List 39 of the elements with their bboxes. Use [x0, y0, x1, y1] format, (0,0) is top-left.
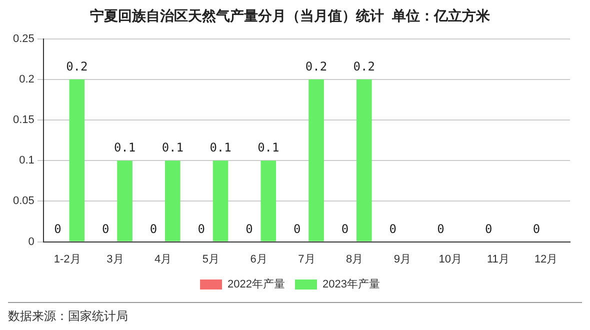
data-label: 0.2 — [353, 60, 375, 74]
x-tick-label: 7月 — [298, 253, 316, 266]
data-label: 0 — [485, 222, 492, 236]
x-tick-label: 1-2月 — [54, 253, 81, 266]
data-label: 0 — [102, 222, 110, 236]
data-label: 0 — [54, 222, 62, 236]
y-tick-label: 0.1 — [19, 154, 34, 167]
y-tick-label: 0.15 — [12, 114, 34, 126]
data-label: 0 — [246, 222, 253, 236]
data-label: 0 — [389, 222, 396, 236]
legend-label: 2023年产量 — [322, 278, 380, 291]
data-label: 0.1 — [162, 140, 184, 155]
data-label: 0 — [150, 222, 158, 236]
chart-title: 宁夏回族自治区天然气产量分月（当月值）统计 单位：亿立方米 — [90, 7, 491, 24]
data-label: 0.1 — [210, 140, 232, 155]
x-tick-label: 3月 — [106, 253, 124, 266]
x-tick-label: 5月 — [202, 253, 220, 266]
data-label: 0.2 — [66, 60, 88, 74]
legend-label: 2022年产量 — [228, 278, 286, 291]
data-label: 0.2 — [305, 60, 328, 74]
x-tick-label: 6月 — [250, 253, 268, 266]
data-label: 0 — [341, 222, 349, 236]
y-tick-label: 0.2 — [19, 73, 34, 86]
x-tick-label: 9月 — [394, 253, 412, 266]
data-label: 0.1 — [258, 140, 280, 155]
x-tick-label: 10月 — [438, 253, 462, 266]
x-tick-label: 12月 — [534, 253, 558, 266]
source-note: 数据来源：国家统计局 — [8, 309, 128, 323]
y-tick-label: 0.05 — [12, 195, 34, 208]
y-tick-label: 0 — [28, 236, 34, 248]
data-label: 0 — [532, 222, 540, 236]
y-tick-label: 0.25 — [12, 32, 34, 45]
x-tick-label: 8月 — [346, 253, 364, 266]
data-label: 0.1 — [114, 140, 136, 155]
x-tick-label: 4月 — [154, 253, 172, 266]
x-tick-label: 11月 — [486, 253, 510, 266]
data-label: 0 — [198, 222, 206, 236]
data-label: 0 — [294, 222, 301, 236]
data-label: 0 — [437, 222, 444, 236]
